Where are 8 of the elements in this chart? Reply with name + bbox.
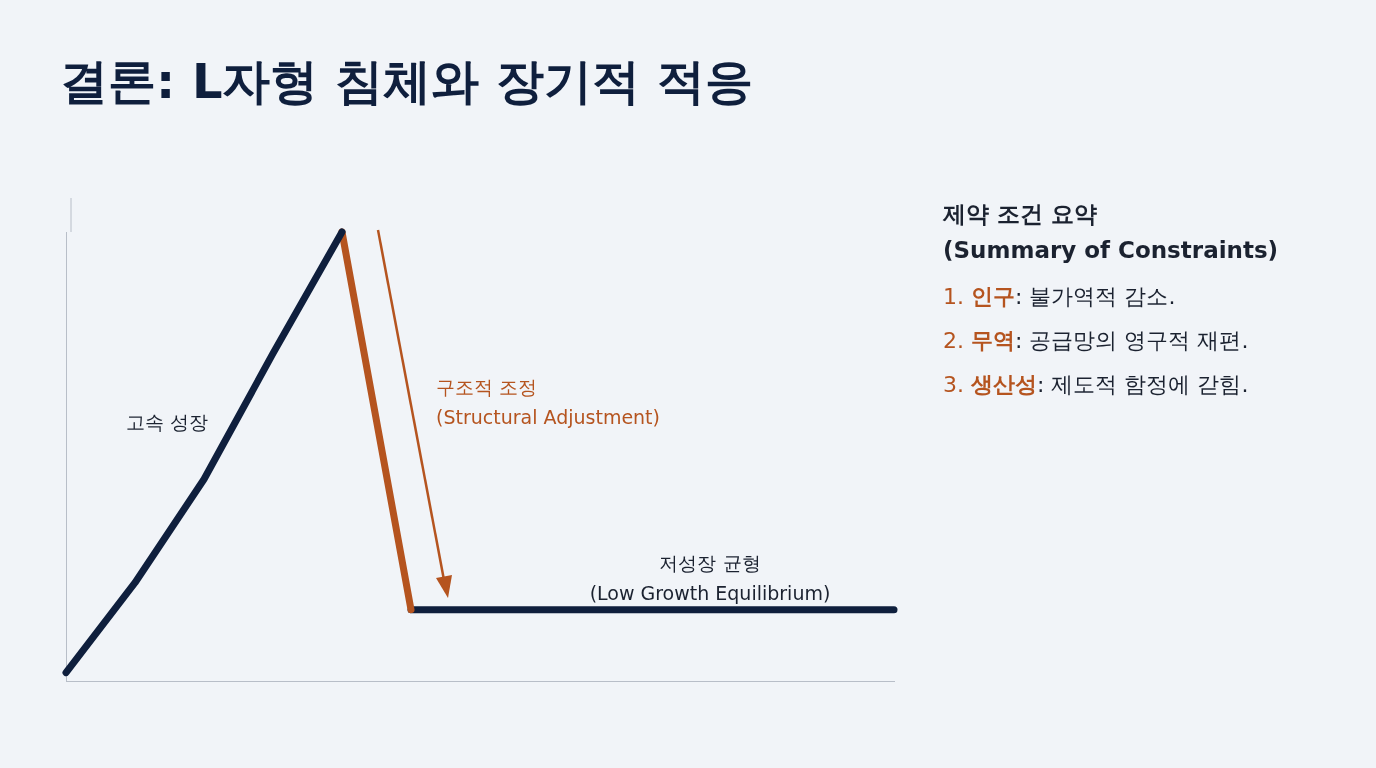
annotation: 고속 성장 [126, 410, 209, 435]
text: 3. 생산성: 제도적 함정에 갇힘. [943, 372, 1249, 397]
chart-title: 결론: L자형 침체와 장기적 적응 [60, 52, 753, 111]
text: 1. 인구: 불가역적 감소. [943, 284, 1176, 309]
text: 2. 무역: 공급망의 영구적 재편. [943, 328, 1249, 353]
text: 제약 조건 요약 (Summary of Constraints) [943, 200, 1279, 265]
annotation: 구조적 조정 (Structural Adjustment) [436, 375, 660, 430]
annotation: 저성장 균형 (Low Growth Equilibrium) [588, 551, 832, 606]
